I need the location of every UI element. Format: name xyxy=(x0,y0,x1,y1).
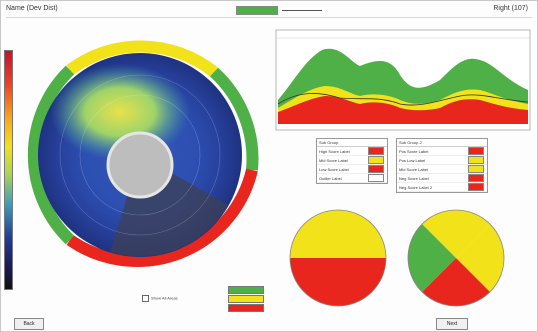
next-button[interactable]: Next xyxy=(436,318,468,330)
pie-2-green xyxy=(407,224,456,292)
pie-1-yellow xyxy=(290,210,386,258)
area-chart xyxy=(275,29,531,131)
legend-row: Pos Score Label xyxy=(397,147,487,156)
pie-chart-2 xyxy=(407,209,505,307)
polar-grid-ring xyxy=(79,94,201,216)
ring-segment-green-left xyxy=(27,65,75,245)
window-title: Name (Dev Dist) xyxy=(6,5,58,12)
legend-table-right: Sub Group 2 Pos Score Label Pos Low Labe… xyxy=(396,138,488,193)
pie-2-yellow-right xyxy=(456,224,505,292)
legend-row: Outlier Label xyxy=(317,174,387,183)
polar-plot xyxy=(27,40,259,267)
color-scale-bar xyxy=(4,50,13,290)
legend-row-swatch xyxy=(468,165,484,173)
legend-table-left-title: Sub Group xyxy=(317,139,387,147)
mini-legend-yellow xyxy=(228,295,264,303)
ring-segment-yellow xyxy=(66,40,218,77)
legend-row-swatch xyxy=(368,174,384,182)
pie-1-red xyxy=(290,258,386,306)
mini-legend-red xyxy=(228,304,264,312)
pie-chart-1 xyxy=(289,209,387,307)
legend-row-swatch xyxy=(368,156,384,164)
legend-row-swatch xyxy=(368,147,384,155)
legend-table-left: Sub Group High Score Label Mid Score Lab… xyxy=(316,138,388,184)
legend-swatch-green xyxy=(236,6,278,15)
mini-legend-green xyxy=(228,286,264,294)
ring-segment-green-right xyxy=(209,67,259,171)
legend-row-swatch xyxy=(468,174,484,182)
back-button[interactable]: Back xyxy=(14,318,44,330)
pie-2-yellow xyxy=(422,209,490,258)
area-red xyxy=(278,96,528,124)
polar-grid-ring xyxy=(59,74,221,236)
legend-row: Pos Low Label xyxy=(397,156,487,165)
legend-row-swatch xyxy=(368,165,384,173)
legend-row: High Score Label xyxy=(317,147,387,156)
legend-row-swatch xyxy=(468,183,484,191)
legend-table-right-title: Sub Group 2 xyxy=(397,139,487,147)
polar-center-hole xyxy=(106,131,174,199)
legend-row: Low Score Label xyxy=(317,165,387,174)
legend-row: Mid Score Label xyxy=(317,156,387,165)
header-divider xyxy=(6,17,532,18)
header-right-label: Right (107) xyxy=(493,5,528,12)
legend-swatch-line xyxy=(282,10,322,11)
header-legend xyxy=(236,6,322,15)
legend-row-swatch xyxy=(468,147,484,155)
legend-row: Mid Score Label xyxy=(397,165,487,174)
pie-2-red xyxy=(422,258,490,307)
mini-legend xyxy=(228,286,264,313)
ring-segment-red xyxy=(66,168,258,267)
area-trend-line xyxy=(277,93,529,106)
legend-row-swatch xyxy=(468,156,484,164)
show-all-checkbox[interactable]: Show All Areas xyxy=(142,295,178,302)
legend-row: Neg Score Label 2 xyxy=(397,183,487,192)
legend-row: Neg Score Label xyxy=(397,174,487,183)
